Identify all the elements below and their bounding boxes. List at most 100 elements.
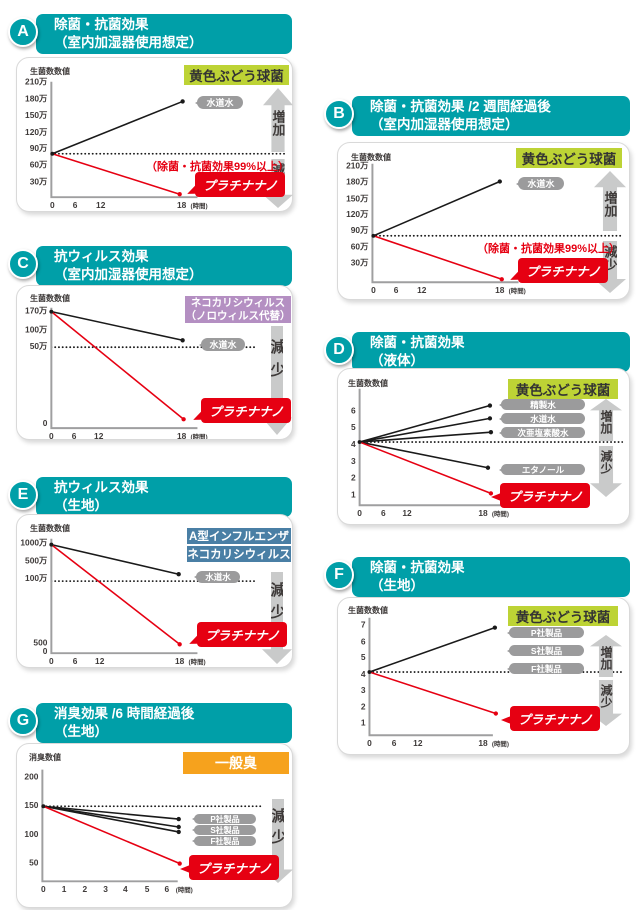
data-startpoint: [371, 233, 376, 238]
panel-c-line-chart: 170万 100万 50万 00 6 12 18 (時間): [25, 306, 258, 439]
data-endpoint: [176, 829, 181, 835]
panel-g-line-chart: 200 150 100 50 0 1 2 3 4 5 6 (時間): [24, 769, 262, 894]
data-line: [43, 805, 179, 820]
y-tick-label: 100: [24, 829, 38, 839]
axes: [368, 617, 493, 737]
data-startpoint: [49, 542, 54, 547]
panel-a-letter-badge: A: [8, 17, 38, 47]
y-tick-label: 1000万: [20, 538, 48, 548]
increase-arrow-label: 増加: [602, 191, 618, 218]
x-tick-label: 12: [94, 431, 104, 439]
panel-c-letter-badge: C: [8, 249, 38, 279]
y-tick-label: 5: [351, 422, 356, 432]
data-line: [43, 805, 179, 828]
y-tick-label: 150: [24, 800, 38, 810]
data-endpoint: [176, 824, 181, 830]
x-axis-unit: (時間): [191, 201, 208, 210]
y-tick-label: 120万: [346, 209, 369, 219]
line-label-tap-water: 水道水: [201, 338, 245, 351]
x-axis-unit: (時間): [492, 739, 509, 748]
decrease-arrow-label: 減少: [268, 582, 286, 627]
data-endpoint: [497, 179, 502, 184]
x-tick-label: 6: [73, 200, 78, 210]
panel-d-letter-badge: D: [324, 335, 354, 365]
data-line: [43, 805, 179, 833]
panel-f-title-line1: 除菌・抗菌効果: [370, 560, 465, 576]
data-endpoint: [176, 816, 181, 822]
data-line: [52, 152, 180, 195]
panel-b: B 除菌・抗菌効果 /2 週間経過後 （室内加湿器使用想定） 210万 180万 1…: [324, 96, 630, 302]
panel-a-line-chart: 210万 180万 150万 120万 90万 60万 30万 0 6 12 18 (時間): [25, 77, 287, 210]
axes: [50, 307, 198, 430]
line-label-company-s: S社製品: [194, 825, 256, 835]
panel-b-letter-badge: B: [324, 99, 354, 129]
panel-d: D 除菌・抗菌効果 （液体） 6 5 4 3 2 1 0 6 12 18 (時間) 生菌数数値 黄色…: [324, 332, 630, 527]
x-tick-label: 6: [73, 656, 78, 666]
data-startpoint: [367, 670, 372, 675]
panel-e-letter-badge: E: [8, 480, 38, 510]
y-tick-label: 2: [351, 473, 356, 483]
platinum-nano-callout: プラチナナノ: [500, 483, 591, 508]
x-axis-unit: (時間): [492, 509, 509, 518]
data-line: [359, 431, 491, 443]
panel-f-letter: F: [334, 566, 344, 583]
line-label-company-p: P社製品: [509, 627, 584, 638]
x-tick-label: 4: [123, 884, 128, 894]
y-tick-label: 30万: [30, 176, 48, 186]
line-label-company-f: F社製品: [509, 663, 584, 674]
x-tick-label: 12: [96, 200, 106, 210]
panel-c-letter: C: [17, 255, 29, 272]
panel-f: F 除菌・抗菌効果 （生地） 7 6 5 4 3 2 1 0 6 12 18 (時間) 生菌数数値 黄…: [324, 557, 630, 757]
category-badge-line1: ネコカリシウィルス: [190, 296, 286, 309]
y-axis-label: 生菌数数値: [30, 67, 70, 76]
data-endpoint: [181, 417, 186, 422]
y-tick-label: 4: [361, 669, 366, 679]
axes: [50, 538, 198, 655]
y-tick-label: 100万: [25, 324, 48, 334]
platinum-nano-callout: プラチナナノ: [197, 622, 288, 647]
panel-b-letter: B: [333, 105, 345, 122]
category-badge: 一般臭: [183, 752, 289, 774]
y-tick-label: 1: [351, 489, 356, 499]
axes: [41, 769, 178, 883]
line-label-tap-water: 水道水: [196, 571, 240, 583]
panel-a-title-line2: （室内加湿器使用想定）: [54, 35, 203, 50]
x-axis-unit: (時間): [191, 432, 208, 439]
category-badge-calicivirus: ネコカリシウィルス: [187, 546, 291, 562]
panel-b-chart-card: 210万 180万 150万 120万 90万 60万 30万 0 6 12 18 (時間) 生菌数数…: [337, 142, 630, 300]
y-tick-label: 170万: [25, 306, 48, 316]
x-axis-unit: (時間): [509, 286, 526, 295]
category-badge: ネコカリシウィルス （ノロウィルス代替）: [185, 296, 291, 323]
x-tick-label: 12: [413, 738, 423, 748]
data-endpoint: [487, 416, 493, 421]
y-tick-label: 2: [361, 702, 366, 712]
platinum-nano-callout: プラチナナノ: [195, 172, 286, 197]
category-badge: 黄色ぶどう球菌: [508, 379, 618, 399]
data-endpoint: [487, 403, 493, 408]
data-line: [359, 404, 491, 443]
data-endpoint: [492, 625, 498, 630]
x-tick-label: 0: [41, 884, 46, 894]
effect-note: （除菌・抗菌効果99%以上）: [476, 243, 620, 255]
y-tick-label: 30万: [351, 257, 369, 267]
y-tick-label: 60万: [351, 242, 369, 252]
y-tick-label: 120万: [25, 127, 48, 137]
platinum-nano-callout: プラチナナノ: [518, 258, 609, 283]
x-tick-label: 1: [62, 884, 67, 894]
panel-b-title-line1: 除菌・抗菌効果 /2 週間経過後: [370, 99, 551, 115]
decrease-arrow-label: 減少: [599, 450, 613, 475]
line-label-company-p: P社製品: [194, 814, 256, 824]
line-label-tap-water: 水道水: [197, 96, 243, 109]
panel-g-chart-card: 200 150 100 50 0 1 2 3 4 5 6 (時間) 消臭数値 一般臭 P社製品 S社製…: [16, 743, 293, 908]
data-endpoint: [176, 572, 181, 577]
decrease-arrow-label: 減少: [268, 339, 286, 386]
platinum-nano-callout: プラチナナノ: [510, 706, 601, 731]
panel-a-title-bar: 除菌・抗菌効果 （室内加湿器使用想定）: [36, 14, 292, 54]
data-endpoint: [177, 192, 182, 197]
category-badge-line2: （ノロウィルス代替）: [185, 309, 291, 322]
line-label-tap-water: 水道水: [501, 413, 585, 424]
panel-e-chart-card: 1000万 500万 100万 500 0 0 6 12 18 (時間) 生菌数数値 A型インフル…: [16, 514, 293, 668]
y-tick-label: 0: [43, 646, 48, 656]
